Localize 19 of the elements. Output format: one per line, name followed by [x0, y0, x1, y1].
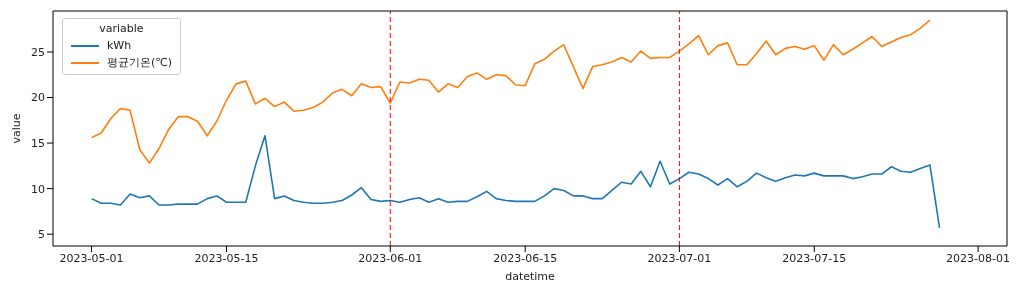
- legend-title: variable: [98, 22, 145, 35]
- x-axis-title: datetime: [505, 270, 556, 283]
- y-tick-label: 25: [31, 45, 45, 59]
- y-tick-label: 15: [31, 136, 45, 150]
- y-tick-label: 5: [38, 228, 45, 242]
- x-tick-label: 2023-07-15: [782, 251, 847, 265]
- line-series: [90, 134, 941, 229]
- legend-label: 평균기온(℃): [107, 55, 172, 71]
- x-tick-label: 2023-06-01: [358, 251, 423, 265]
- x-tick-label: 2023-05-15: [194, 251, 259, 265]
- x-tick-label: 2023-07-01: [647, 251, 712, 265]
- x-tick-label: 2023-06-15: [493, 251, 558, 265]
- x-tick-label: 2023-08-01: [946, 251, 1011, 265]
- legend-label: kWh: [107, 38, 132, 54]
- y-tick-label: 10: [31, 182, 45, 196]
- y-axis-title: value: [9, 113, 23, 144]
- x-tick-label: 2023-05-01: [59, 251, 124, 265]
- y-tick-label: 20: [31, 91, 45, 105]
- line-series: [90, 19, 931, 164]
